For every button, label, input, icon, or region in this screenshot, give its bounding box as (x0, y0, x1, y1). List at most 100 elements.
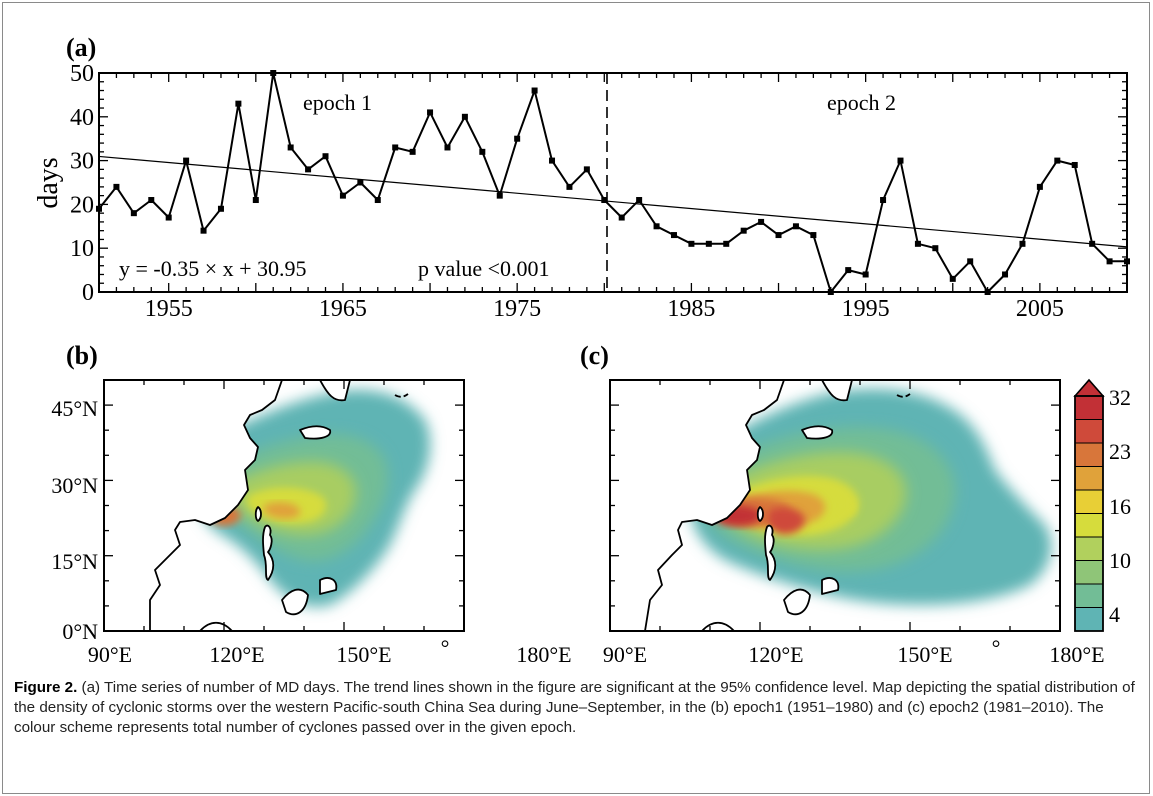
colorbar-block (1074, 395, 1104, 420)
lat-label-30n: 30°N (51, 473, 98, 498)
data-point (409, 148, 416, 155)
map-lat-labels: 45°N 30°N 15°N 0°N (51, 396, 98, 644)
data-point (775, 232, 782, 239)
caption-text: (a) Time series of number of MD days. Th… (14, 679, 1135, 736)
colorbar-block (1074, 442, 1104, 467)
series-group (96, 70, 1130, 295)
colorbar-block (1074, 560, 1104, 585)
epoch1-label: epoch 1 (303, 90, 372, 115)
data-point (1089, 240, 1096, 247)
data-point (514, 135, 521, 142)
trend-line (98, 155, 1128, 248)
data-point (305, 166, 312, 173)
data-point (723, 240, 730, 247)
data-point (636, 197, 643, 204)
y-tick-label: 30 (70, 149, 94, 175)
colorbar-block (1074, 607, 1104, 632)
data-point (496, 192, 503, 199)
data-point (113, 183, 120, 190)
colorbar-label-23: 23 (1109, 439, 1131, 464)
caption-label: Figure 2. (14, 679, 78, 696)
panel-a-label: (a) (66, 33, 96, 62)
colorbar-blocks (1074, 395, 1104, 632)
data-point (583, 166, 590, 173)
lon-label-90e-b: 90°E (88, 642, 132, 667)
lon-label-180e-b: 180°E (516, 642, 571, 667)
p-value-label: p value <0.001 (418, 256, 550, 281)
map-lon-labels-c: 90°E 120°E 150°E ° 180°E (603, 635, 1105, 667)
colorbar-arrow (1073, 378, 1105, 397)
lat-label-0n: 0°N (62, 619, 98, 644)
panel-a-ticks (98, 72, 1128, 293)
lat-label-15n: 15°N (51, 549, 98, 574)
data-point (148, 197, 155, 204)
data-point (392, 144, 399, 151)
panel-c-map: 90°E 120°E 150°E ° 180°E (603, 379, 1105, 667)
data-point (967, 258, 974, 265)
density-field-c (689, 388, 1052, 605)
lon-label-180e-c: 180°E (1049, 642, 1104, 667)
y-axis-label: days (33, 157, 64, 208)
panel-a-ytick-labels: 0 10 20 30 40 50 (70, 61, 94, 306)
data-point (1036, 183, 1043, 190)
data-point (461, 113, 468, 120)
colorbar-label-16: 16 (1109, 494, 1131, 519)
map-lon-labels-b: 90°E 120°E 150°E ° 180°E (88, 635, 572, 667)
x-tick-label: 1965 (319, 296, 367, 322)
figure-graphic: (a) 0 10 20 30 40 50 1955 1965 1975 1985 1995 2005… (33, 33, 1131, 667)
x-tick-label: 2005 (1016, 296, 1064, 322)
panel-b-label: (b) (66, 341, 98, 370)
data-point (949, 275, 956, 282)
data-point (618, 214, 625, 221)
data-point (1106, 258, 1113, 265)
colorbar-block (1074, 583, 1104, 608)
colorbar-label-32: 32 (1109, 385, 1131, 410)
colorbar-outline (1074, 395, 1104, 632)
lon-stray-mark-b: ° (441, 635, 450, 660)
panel-c-label: (c) (580, 341, 609, 370)
data-point (827, 289, 834, 295)
data-point (810, 232, 817, 239)
data-point (427, 109, 434, 116)
x-tick-label: 1995 (842, 296, 890, 322)
colorbar-block (1074, 513, 1104, 538)
data-point (758, 218, 765, 225)
data-point (252, 197, 259, 204)
data-point (653, 223, 660, 230)
data-point (845, 267, 852, 274)
data-point (1054, 157, 1061, 164)
data-point (357, 179, 364, 186)
data-point (740, 227, 747, 234)
data-point (549, 157, 556, 164)
data-point (897, 157, 904, 164)
colorbar-block (1074, 419, 1104, 444)
data-point (479, 148, 486, 155)
data-point (1002, 271, 1009, 278)
data-point (601, 197, 608, 204)
data-point (914, 240, 921, 247)
figure-caption: Figure 2. (a) Time series of number of M… (14, 678, 1140, 738)
y-tick-label: 0 (82, 280, 94, 306)
x-tick-label: 1955 (145, 296, 193, 322)
panel-a-frame (98, 72, 1128, 293)
y-tick-label: 50 (70, 61, 94, 87)
density-field-b (197, 389, 431, 607)
data-point (444, 144, 451, 151)
data-point (270, 70, 277, 76)
data-point (96, 205, 102, 212)
data-point (1071, 161, 1078, 168)
epoch2-label: epoch 2 (827, 90, 896, 115)
data-point (339, 192, 346, 199)
data-point (322, 153, 329, 160)
colorbar-block (1074, 466, 1104, 491)
data-point (566, 183, 573, 190)
colorbar-block (1074, 489, 1104, 514)
data-point (705, 240, 712, 247)
data-point (984, 289, 991, 295)
panel-a-xtick-labels: 1955 1965 1975 1985 1995 2005 (145, 296, 1064, 322)
x-tick-label: 1985 (667, 296, 715, 322)
data-point (217, 205, 224, 212)
lat-label-45n: 45°N (51, 396, 98, 421)
data-point (531, 87, 538, 94)
